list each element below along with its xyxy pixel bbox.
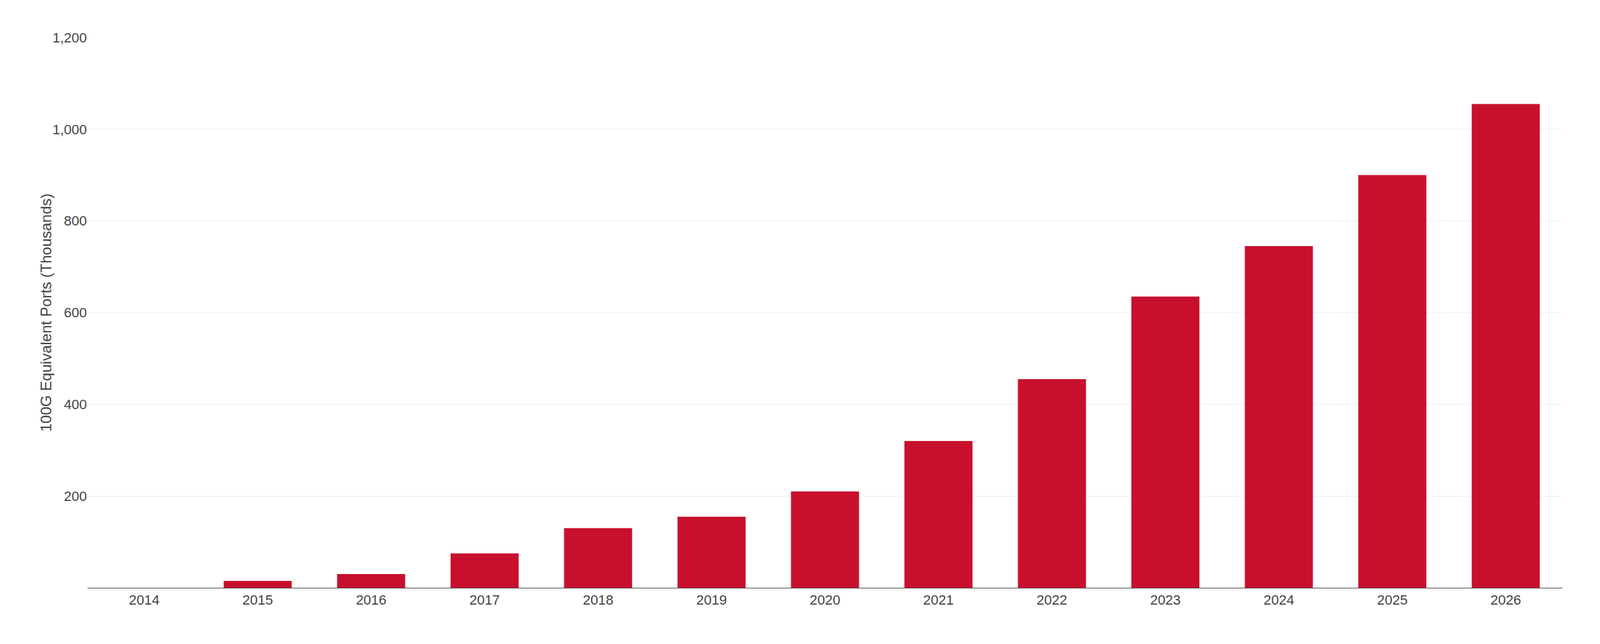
svg-text:2022: 2022 [1036, 592, 1068, 609]
svg-text:800: 800 [63, 213, 87, 229]
svg-text:2019: 2019 [696, 592, 727, 609]
svg-text:2020: 2020 [810, 592, 841, 609]
svg-text:200: 200 [63, 488, 87, 505]
svg-text:2017: 2017 [469, 592, 500, 609]
svg-text:2015: 2015 [242, 592, 274, 609]
svg-text:2021: 2021 [923, 592, 954, 609]
svg-text:1,200: 1,200 [52, 30, 87, 46]
svg-text:2018: 2018 [582, 592, 614, 609]
svg-text:2023: 2023 [1150, 592, 1181, 609]
svg-text:2026: 2026 [1490, 592, 1522, 609]
svg-text:2014: 2014 [128, 592, 160, 609]
svg-text:1,000: 1,000 [52, 121, 87, 138]
svg-text:2024: 2024 [1263, 592, 1295, 609]
svg-text:100G Equivalent Ports (Thousan: 100G Equivalent Ports (Thousands) [37, 193, 55, 433]
svg-text:2016: 2016 [355, 592, 387, 609]
svg-text:600: 600 [63, 305, 87, 321]
svg-text:2025: 2025 [1376, 592, 1408, 609]
svg-text:400: 400 [63, 396, 87, 413]
